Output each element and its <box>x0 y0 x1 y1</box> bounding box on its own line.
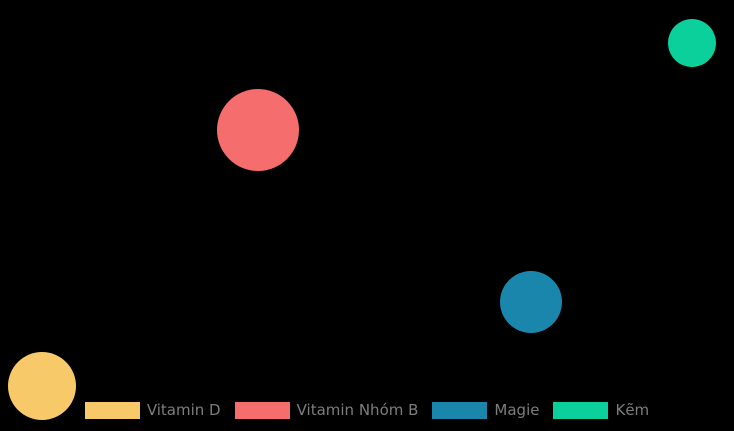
chart-legend: Vitamin D Vitamin Nhóm B Magie Kẽm <box>0 399 734 421</box>
legend-swatch-icon <box>84 401 140 419</box>
bubble-point-3[interactable] <box>668 19 716 67</box>
legend-label: Magie <box>494 400 540 419</box>
bubble-point-2[interactable] <box>500 271 562 333</box>
legend-swatch-icon <box>234 401 290 419</box>
legend-swatch-icon <box>432 401 488 419</box>
legend-item-0[interactable]: Vitamin D <box>84 400 221 419</box>
legend-label: Vitamin Nhóm B <box>296 400 419 419</box>
legend-label: Vitamin D <box>146 400 221 419</box>
legend-label: Kẽm <box>615 400 650 419</box>
bubble-point-1[interactable] <box>217 89 299 171</box>
legend-item-1[interactable]: Vitamin Nhóm B <box>234 400 419 419</box>
legend-item-2[interactable]: Magie <box>432 400 540 419</box>
legend-swatch-icon <box>553 401 609 419</box>
bubble-point-0[interactable] <box>8 352 76 420</box>
legend-item-3[interactable]: Kẽm <box>553 400 650 419</box>
